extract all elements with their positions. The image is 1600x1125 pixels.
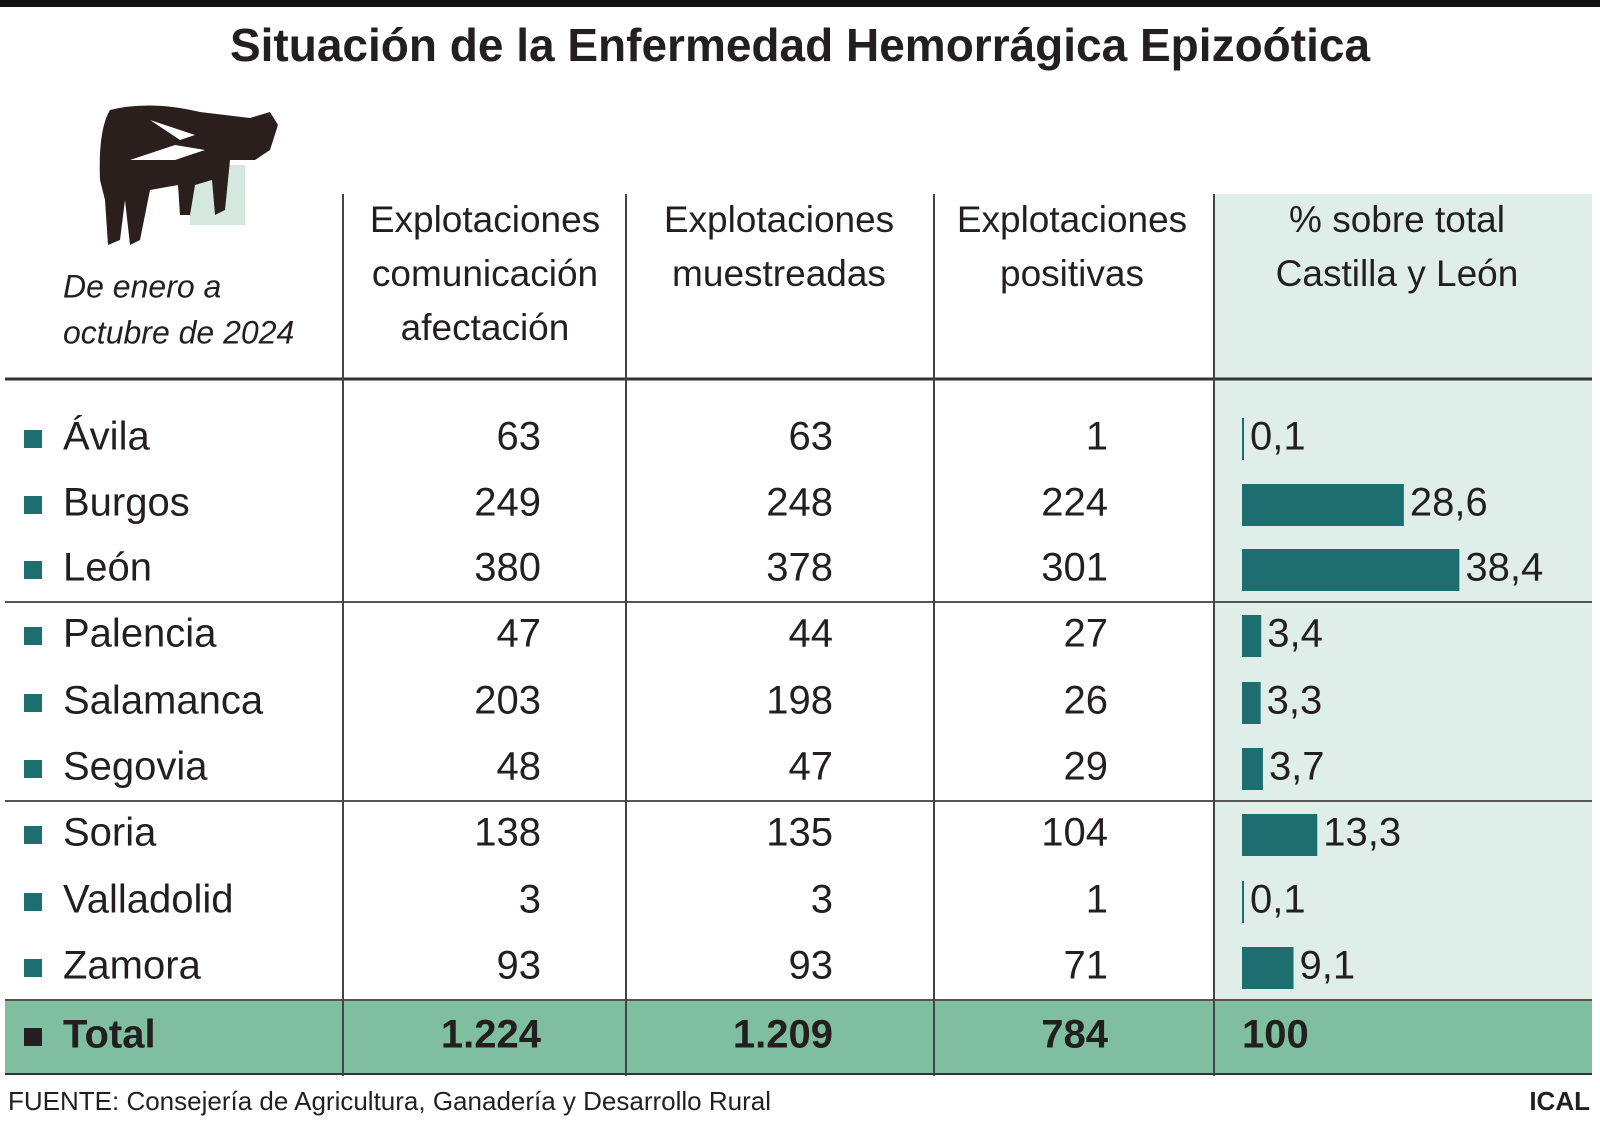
cell-value: 3 (811, 878, 833, 922)
percent-label: 28,6 (1410, 481, 1488, 525)
cell-value: 26 (1064, 679, 1109, 723)
percent-bar (1242, 947, 1294, 989)
total-value: 1.224 (441, 1013, 542, 1057)
row-name: Soria (63, 811, 157, 855)
column-header: Explotaciones (370, 199, 600, 240)
row-marker (24, 760, 42, 778)
row-name: Salamanca (63, 679, 264, 723)
cell-value: 93 (789, 944, 834, 988)
percent-label: 3,7 (1269, 745, 1325, 789)
cell-value: 138 (474, 811, 541, 855)
column-header: comunicación (372, 253, 598, 294)
percent-bar (1242, 418, 1244, 460)
cell-value: 380 (474, 546, 541, 590)
column-header: Explotaciones (664, 199, 894, 240)
percent-label: 13,3 (1323, 811, 1401, 855)
column-header: muestreadas (672, 253, 886, 294)
cow-icon (99, 105, 278, 245)
row-marker (24, 826, 42, 844)
total-value: 784 (1041, 1013, 1108, 1057)
cell-value: 47 (789, 745, 834, 789)
cell-value: 29 (1064, 745, 1109, 789)
row-name: Ávila (63, 414, 150, 459)
column-header: positivas (1000, 253, 1144, 294)
cell-value: 249 (474, 481, 541, 525)
cell-value: 3 (519, 878, 541, 922)
cell-value: 44 (789, 612, 834, 656)
row-marker (24, 893, 42, 911)
row-name: Palencia (63, 612, 217, 656)
cell-value: 198 (766, 679, 833, 723)
cell-value: 224 (1041, 481, 1108, 525)
cell-value: 71 (1064, 944, 1109, 988)
percent-label: 3,3 (1267, 679, 1323, 723)
row-marker (24, 627, 42, 645)
cell-value: 248 (766, 481, 833, 525)
cell-value: 104 (1041, 811, 1108, 855)
cell-value: 135 (766, 811, 833, 855)
percent-bar (1242, 484, 1404, 526)
row-name: Valladolid (63, 878, 234, 922)
percent-label: 0,1 (1250, 415, 1306, 459)
cell-value: 93 (497, 944, 542, 988)
cell-value: 1 (1086, 878, 1108, 922)
title: Situación de la Enfermedad Hemorrágica E… (230, 19, 1370, 71)
row-name: Zamora (63, 944, 202, 988)
subtitle: octubre de 2024 (63, 314, 294, 350)
subtitle: De enero a (63, 268, 221, 304)
cell-value: 48 (497, 745, 542, 789)
row-name: Burgos (63, 481, 190, 525)
percent-bar (1242, 615, 1262, 657)
column-header: afectación (401, 307, 570, 348)
credit: ICAL (1529, 1086, 1590, 1116)
total-value: 1.209 (733, 1013, 833, 1057)
total-row-bg (5, 1000, 1592, 1074)
percent-bar (1242, 814, 1318, 856)
total-name: Total (63, 1013, 156, 1057)
column-header: Castilla y León (1276, 253, 1519, 294)
row-marker (24, 694, 42, 712)
cell-value: 63 (497, 415, 542, 459)
cell-value: 63 (789, 415, 834, 459)
cell-value: 203 (474, 679, 541, 723)
cell-value: 47 (497, 612, 542, 656)
column-header: % sobre total (1289, 199, 1505, 240)
percent-label: 9,1 (1300, 944, 1356, 988)
percent-column-bg (1214, 194, 1592, 1000)
cell-value: 301 (1041, 546, 1108, 590)
cell-value: 378 (766, 546, 833, 590)
percent-label: 3,4 (1267, 612, 1323, 656)
total-value: 100 (1242, 1013, 1309, 1057)
row-name: Segovia (63, 745, 208, 789)
cell-value: 1 (1086, 415, 1108, 459)
percent-bar (1242, 881, 1244, 923)
row-marker (24, 561, 42, 579)
row-marker (24, 496, 42, 514)
percent-label: 0,1 (1250, 878, 1306, 922)
row-name: León (63, 546, 152, 590)
percent-bar (1242, 748, 1263, 790)
column-header: Explotaciones (957, 199, 1187, 240)
cell-value: 27 (1064, 612, 1109, 656)
row-marker (24, 430, 42, 448)
percent-bar (1242, 682, 1261, 724)
percent-bar (1242, 549, 1460, 591)
percent-label: 38,4 (1465, 546, 1543, 590)
row-marker (24, 959, 42, 977)
top-rule (0, 0, 1600, 7)
row-marker (24, 1028, 42, 1046)
source: FUENTE: Consejería de Agricultura, Ganad… (8, 1086, 771, 1116)
